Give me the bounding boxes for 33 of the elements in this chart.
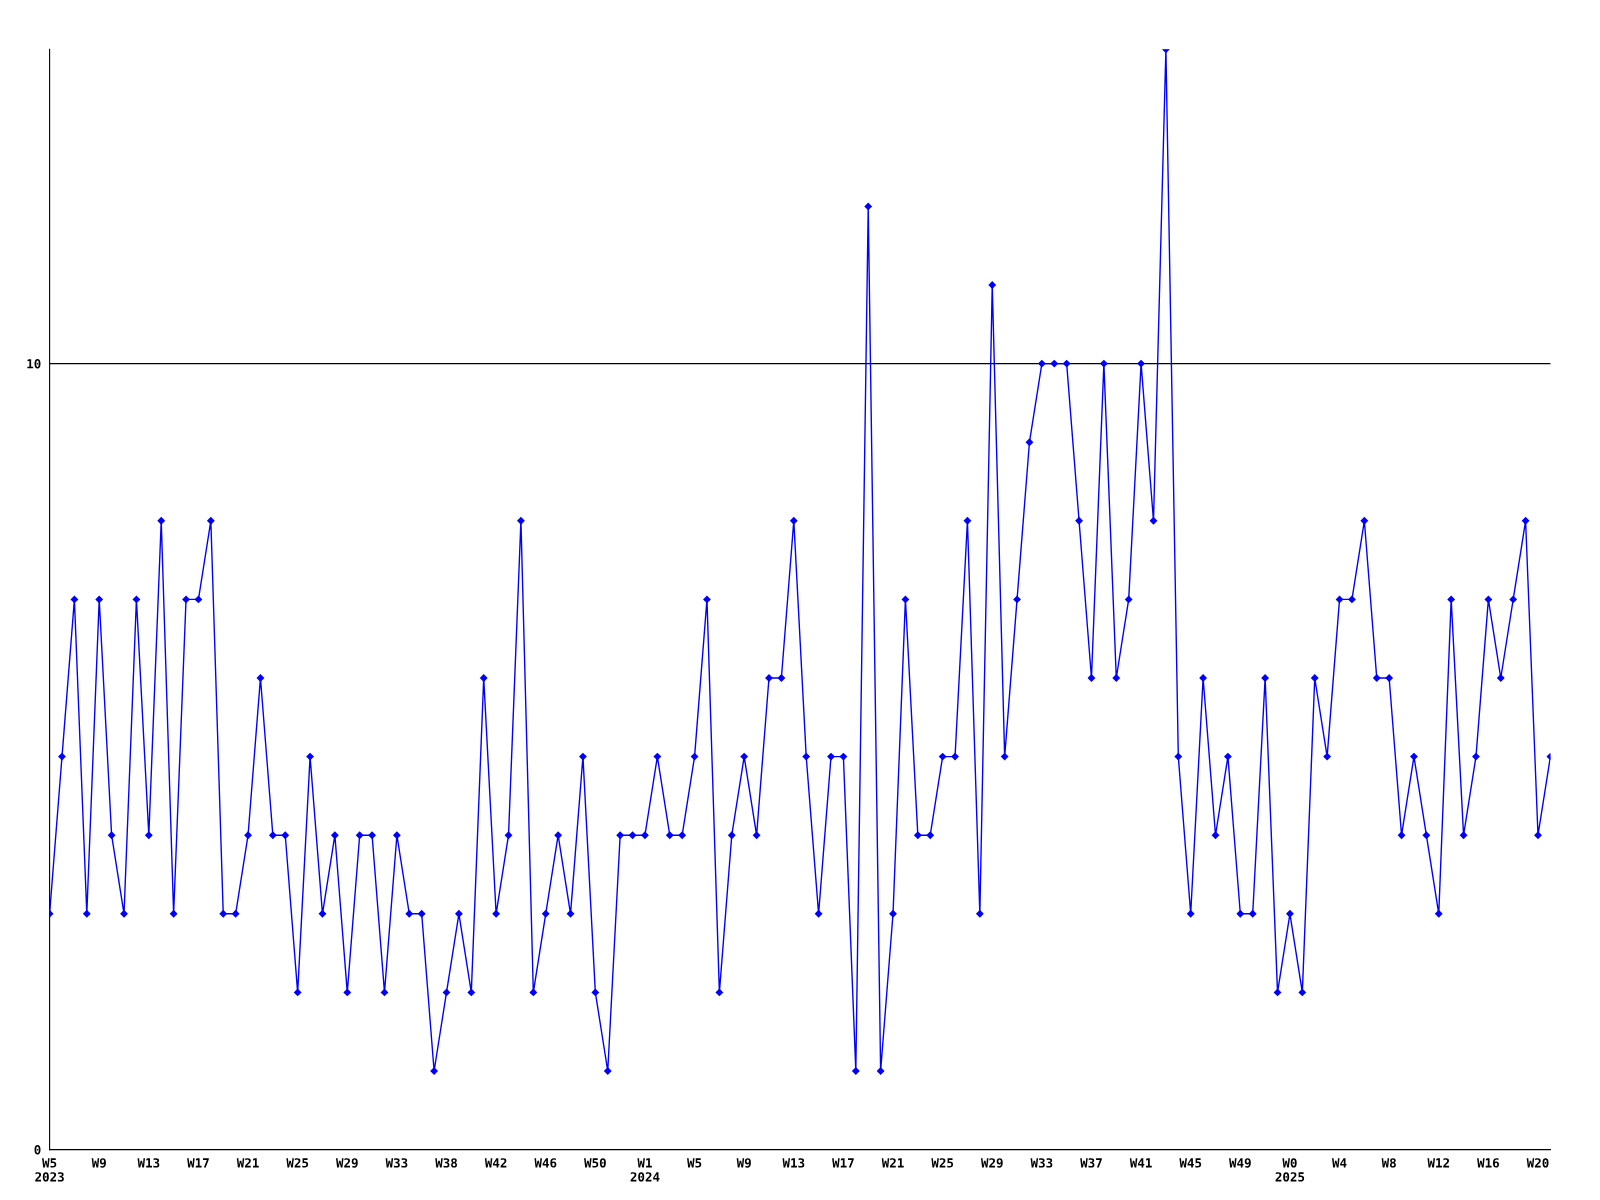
- x-tick-label: W42: [484, 1158, 507, 1168]
- x-tick-label: W17: [832, 1158, 854, 1168]
- x-tick-label: W46: [534, 1158, 557, 1168]
- x-tick-label: W33: [385, 1158, 408, 1168]
- x-tick-label: W20: [1526, 1158, 1549, 1168]
- x-tick-label: W9: [91, 1158, 106, 1168]
- x-tick-label: W5 2023: [35, 1158, 64, 1182]
- x-tick-label: W50: [584, 1158, 606, 1168]
- x-tick-label: W37: [1080, 1158, 1102, 1168]
- x-tick-label: W1 2024: [630, 1158, 660, 1182]
- y-tick-label: 0: [34, 1145, 41, 1155]
- x-tick-label: W17: [187, 1158, 209, 1168]
- x-tick-label: W9: [736, 1158, 751, 1168]
- x-tick-label: W12: [1427, 1158, 1450, 1168]
- x-tick-label: W29: [980, 1158, 1003, 1168]
- x-tick-label: W21: [881, 1158, 904, 1168]
- x-tick-label: W5: [687, 1158, 702, 1168]
- x-tick-label: W29: [335, 1158, 358, 1168]
- x-tick-label: W41: [1129, 1158, 1152, 1168]
- x-tick-label: W25: [931, 1158, 954, 1168]
- x-tick-label: W13: [137, 1158, 160, 1168]
- x-tick-label: W16: [1477, 1158, 1499, 1168]
- x-tick-label: W8: [1381, 1158, 1396, 1168]
- x-tick-label: W38: [435, 1158, 458, 1168]
- x-tick-label: W21: [236, 1158, 259, 1168]
- x-tick-label: W45: [1179, 1158, 1202, 1168]
- y-tick-label: 10: [27, 359, 41, 369]
- x-tick-label: W25: [286, 1158, 309, 1168]
- x-tick-label: W4: [1332, 1158, 1347, 1168]
- x-tick-label: W49: [1229, 1158, 1251, 1168]
- x-tick-label: W13: [782, 1158, 805, 1168]
- x-tick-label: W0 2025: [1275, 1158, 1305, 1182]
- x-tick-label: W33: [1030, 1158, 1053, 1168]
